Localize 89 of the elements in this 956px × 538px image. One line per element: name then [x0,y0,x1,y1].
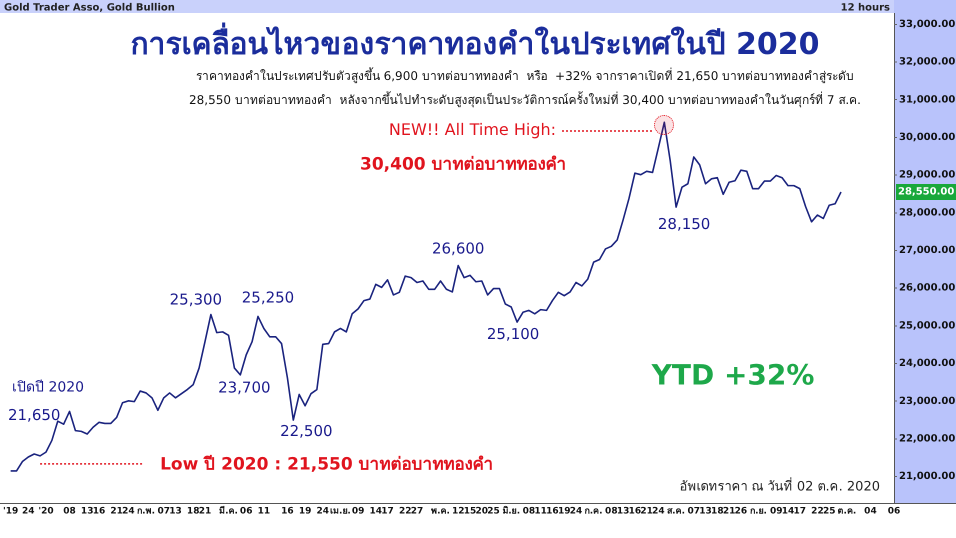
annotation: อัพเดทราคา ณ วันที่ 02 ต.ค. 2020 [679,477,880,494]
annotation: 22,500 [280,422,333,440]
x-tick-label: 14 [369,506,382,517]
x-tick-label: 21 [722,506,736,517]
x-tick-label: มี.ค. [219,506,238,517]
x-tick-label: 24 [316,506,330,517]
x-tick-label: 09 [352,506,364,517]
text: 28,550.00 [898,186,954,198]
x-tick-label: 13 [699,506,712,517]
y-tick-label: 23,000.00 [899,396,956,407]
x-tick-label: 25 [487,506,500,517]
x-tick-label: 24 [22,506,35,517]
annotation: Gold Trader Asso, Gold Bullion [4,2,175,14]
x-tick-label: 13 [80,506,94,517]
annotation: 30,400 บาทต่อบาททองคำ [360,154,567,174]
x-tick-label: 15 [464,506,476,517]
x-tick-label: 24 [122,506,135,517]
x-tick-label: 22 [398,506,412,517]
annotation: Low ปี 2020 : 21,550 บาทต่อบาททองคำ [160,453,494,474]
x-tick-label: 16 [628,506,642,517]
y-tick-label: 31,000.00 [899,94,956,106]
x-tick-label: 16 [92,506,106,517]
annotation: YTD +32% [650,358,814,392]
y-tick-label: 25,000.00 [899,320,956,332]
x-tick-label: 16 [281,506,294,517]
y-tick-label: 29,000.00 [899,170,956,181]
x-tick-label: 17 [794,506,806,517]
x-tick-label: 14 [782,506,794,517]
text: ราคาทองคำในประเทศปรับตัวสูงขึ้น 6,900 บาทต่อบาททองคำ หรือ +32% จากราคาเปิดที่ 21,650 บาทต่อบาททองคำสู่ระดับ 28,550 บาทต่อบาททองคำ หลังจากขึ้นไปทำระดับสูงสุดเป็นประวัติการณ์ครั้งใหม่ที่ 30,400 บาทต่อบาททองคำในวันศุกร์ที่ 7 ส.ค. [189,67,861,108]
x-tick-label: 08 [605,506,618,517]
x-tick-label: '19 [3,506,18,517]
y-tick-label: 32,000.00 [899,56,956,68]
x-tick-label: ต.ค. [837,506,856,517]
y-tick-label: 30,000.00 [899,132,956,143]
x-tick-label: 13 [169,506,182,517]
x-tick-label: 26 [734,506,748,517]
x-tick-label: 11 [534,506,547,517]
x-tick-label: 11 [258,506,270,517]
x-tick-label: 06 [240,506,252,517]
x-tick-label: '20 [38,506,54,517]
x-tick-label: เม.ย. [330,506,351,517]
annotation: 21,650 [8,406,60,424]
y-tick-label: 33,000.00 [899,18,956,30]
annotation: 25,300 [170,290,222,308]
x-tick-label: พ.ค. [431,506,450,517]
x-tick-label: 17 [381,506,394,517]
x-tick-label: 07 [688,506,700,517]
x-tick-label: ก.ย. [750,506,767,517]
y-tick-label: 28,000.00 [899,207,956,218]
x-tick-label: ส.ค. [667,506,686,517]
y-tick-label: 22,000.00 [899,434,956,445]
x-tick-label: 20 [476,506,488,517]
annotation: 28,150 [658,215,710,234]
x-tick-label: 08 [63,506,76,517]
annotation: 25,250 [242,288,294,306]
x-tick-label: มิ.ย. [502,506,520,517]
y-tick-label: 26,000.00 [899,282,956,294]
x-tick-label: 27 [410,506,424,517]
x-tick-label: 13 [616,506,630,517]
x-tick-label: 04 [864,506,877,517]
x-tick-label: 08 [522,506,536,517]
annotation: 12 hours [840,2,890,14]
x-tick-label: 21 [198,506,212,517]
x-tick-label: 19 [298,506,312,517]
x-tick-label: ก.ค. [584,506,603,517]
y-tick-label: 21,000.00 [899,471,956,482]
x-tick-label: 06 [888,506,900,517]
x-tick-label: 24 [570,506,582,517]
x-tick-label: 16 [546,506,559,517]
x-tick-label: 18 [711,506,724,517]
x-tick-label: 22 [811,506,824,517]
annotation: 23,700 [218,378,271,397]
x-tick-label: 21 [110,506,123,517]
x-tick-label: 24 [652,506,665,517]
annotation: 25,100 [486,324,540,343]
x-tick-label: 07 [157,506,170,517]
x-tick-label: 21 [640,506,653,517]
annotation: เปิดปี 2020 [12,380,84,396]
text: การเคลื่อนไหวของราคาทองคำในประเทศในปี 2020 [130,22,820,62]
annotation: 26,600 [432,239,484,258]
x-tick-label: 25 [822,506,836,517]
x-tick-label: 19 [558,506,570,517]
x-tick-label: 09 [770,506,782,517]
x-tick-label: 12 [452,506,464,517]
x-tick-label: 18 [186,506,200,517]
x-tick-label: ก.พ. [137,506,156,517]
annotation: NEW!! All Time High: [388,120,556,140]
y-tick-label: 24,000.00 [899,358,956,370]
y-tick-label: 27,000.00 [899,245,956,256]
